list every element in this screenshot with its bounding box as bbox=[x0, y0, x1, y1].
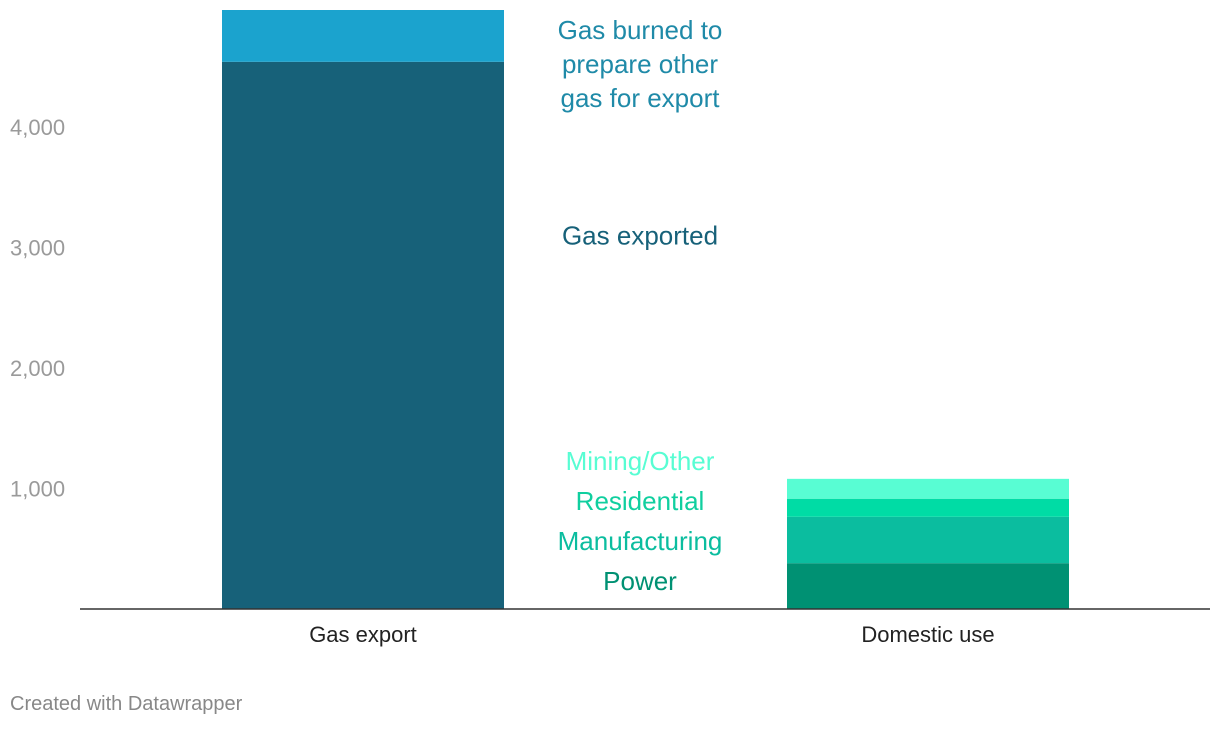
annotation-line: Mining/Other bbox=[566, 446, 715, 476]
annotation-line: prepare other bbox=[562, 49, 718, 79]
bar-segment-residential bbox=[787, 498, 1069, 517]
bar-segment-power bbox=[787, 563, 1069, 609]
bar-segment-gas-exported bbox=[222, 61, 504, 609]
annotation-line: Manufacturing bbox=[558, 526, 723, 556]
annotation-label: Manufacturing bbox=[558, 526, 723, 556]
x-tick-label: Gas export bbox=[309, 622, 417, 647]
bar-segment-gas-burned-to-prepare-other-gas-for-export bbox=[222, 10, 504, 62]
bar-segment-manufacturing bbox=[787, 516, 1069, 564]
annotation-label: Residential bbox=[576, 486, 705, 516]
x-axis-labels: Gas export Domestic use bbox=[309, 622, 994, 647]
annotation-label: Gas burned to prepare other gas for export bbox=[558, 15, 723, 113]
annotation-label: Gas exported bbox=[562, 220, 718, 250]
stacked-bar-chart: 1,000 2,000 3,000 4,000 Gas export Domestic … bbox=[10, 10, 1210, 647]
annotation-label: Mining/Other bbox=[566, 446, 715, 476]
annotation-line: gas for export bbox=[561, 83, 721, 113]
y-axis: 1,000 2,000 3,000 4,000 bbox=[10, 115, 65, 502]
annotation-label: Power bbox=[603, 566, 677, 596]
y-tick-label: 2,000 bbox=[10, 356, 65, 381]
annotation-line: Gas exported bbox=[562, 220, 718, 250]
y-tick-label: 3,000 bbox=[10, 235, 65, 260]
x-tick-label: Domestic use bbox=[861, 622, 994, 647]
annotation-line: Gas burned to bbox=[558, 15, 723, 45]
credit-text: Created with Datawrapper bbox=[10, 693, 243, 715]
bar-segment-mining-other bbox=[787, 478, 1069, 499]
bars bbox=[222, 10, 1069, 609]
annotation-line: Power bbox=[603, 566, 677, 596]
y-tick-label: 1,000 bbox=[10, 476, 65, 501]
annotation-line: Residential bbox=[576, 486, 705, 516]
series-annotations: Gas burned to prepare other gas for export… bbox=[558, 15, 723, 596]
y-tick-label: 4,000 bbox=[10, 115, 65, 140]
